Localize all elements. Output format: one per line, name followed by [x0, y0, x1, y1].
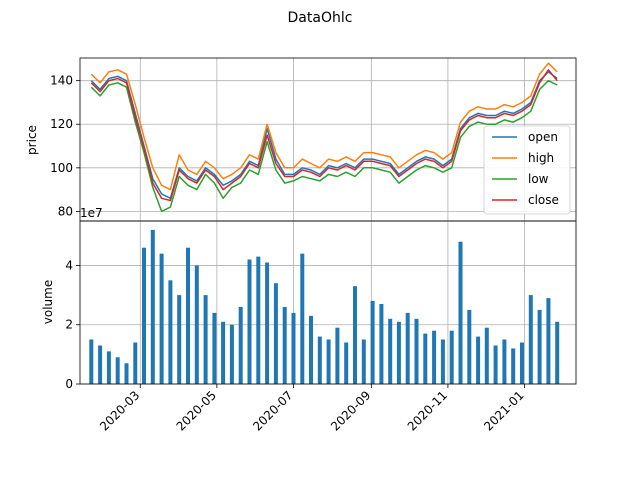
- volume-bar: [282, 306, 287, 384]
- volume-bar: [379, 304, 384, 384]
- volume-bar: [265, 262, 270, 384]
- volume-bar: [133, 342, 138, 384]
- volume-axes-frame: [79, 220, 577, 385]
- volume-bar: [115, 357, 120, 384]
- volume-bar: [353, 286, 357, 384]
- price-y-tick-label: 140: [50, 74, 73, 88]
- volume-bar: [317, 336, 322, 384]
- volume-bar: [449, 330, 454, 384]
- volume-y-tick-label: 4: [65, 258, 73, 272]
- volume-bar: [520, 342, 524, 384]
- volume-bar: [537, 309, 542, 384]
- price-y-tick-label: 120: [50, 117, 73, 131]
- volume-bar: [194, 265, 199, 384]
- volume-bar: [476, 336, 481, 384]
- volume-bar: [502, 339, 507, 384]
- volume-bar: [458, 241, 463, 384]
- series-line-high: [90, 62, 558, 191]
- legend-label-close: close: [528, 193, 559, 207]
- volume-bar: [273, 283, 278, 384]
- x-ticks: 2020-03 2020-05 2020-07 2020-09 2020-11 2021-…: [97, 384, 527, 434]
- chart-title: DataOhlc: [288, 10, 353, 26]
- legend: open high low close: [483, 125, 571, 215]
- volume-bar: [291, 312, 296, 384]
- volume-bar: [405, 312, 410, 384]
- volume-bar: [238, 306, 243, 384]
- volume-bar: [212, 312, 217, 384]
- series-line-close: [90, 69, 558, 202]
- x-tick-label: 2020-05: [174, 388, 219, 433]
- volume-bar: [440, 339, 445, 384]
- volume-y-tick-label: 0: [65, 377, 73, 391]
- price-series-lines: [90, 62, 558, 213]
- volume-y-ticks: 0 2 4: [65, 258, 80, 391]
- volume-bar: [432, 330, 437, 384]
- x-tick-label: 2020-11: [405, 388, 450, 433]
- volume-bar: [309, 315, 313, 384]
- volume-bar: [150, 229, 155, 384]
- volume-bar: [106, 351, 111, 384]
- volume-bar: [89, 339, 94, 384]
- x-tick-label: 2020-09: [328, 388, 373, 433]
- price-ylabel: price: [25, 125, 39, 155]
- volume-bar: [344, 342, 349, 384]
- volume-bar: [203, 295, 208, 384]
- volume-bar: [361, 339, 366, 384]
- volume-bar: [388, 318, 393, 384]
- x-tick-label: 2020-07: [250, 388, 295, 433]
- volume-bar: [229, 324, 234, 384]
- volume-bar: [555, 321, 560, 384]
- volume-bar: [256, 256, 261, 384]
- volume-bar: [511, 348, 516, 384]
- series-line-open: [90, 71, 558, 200]
- volume-bar: [414, 318, 419, 384]
- volume-bar: [159, 253, 164, 384]
- volume-bar: [326, 339, 331, 384]
- x-tick-label: 2021-01: [481, 388, 526, 433]
- x-tick-label: 2020-03: [97, 388, 142, 433]
- volume-scale-label: 1e7: [80, 206, 103, 220]
- volume-bar: [528, 295, 533, 384]
- series-line-low: [90, 79, 558, 213]
- price-y-tick-label: 100: [50, 161, 73, 175]
- legend-label-high: high: [528, 151, 554, 165]
- volume-bar: [493, 345, 498, 384]
- volume-bar: [423, 333, 428, 384]
- legend-box: [483, 125, 571, 215]
- volume-bar: [168, 280, 173, 384]
- price-y-tick-label: 80: [58, 204, 73, 218]
- volume-ylabel: volume: [41, 280, 55, 324]
- volume-bar: [221, 321, 226, 384]
- volume-bar: [186, 247, 190, 384]
- volume-bar: [177, 295, 182, 384]
- volume-bar: [300, 253, 305, 384]
- price-y-ticks: 80 100 120 140: [50, 74, 80, 218]
- volume-bar: [98, 345, 103, 384]
- volume-y-tick-label: 2: [65, 318, 73, 332]
- volume-bar: [370, 301, 375, 384]
- volume-bar: [396, 321, 401, 384]
- volume-bar: [335, 327, 340, 384]
- volume-bar: [467, 309, 472, 384]
- volume-bar: [142, 247, 146, 384]
- volume-bar: [484, 327, 489, 384]
- legend-label-open: open: [528, 130, 558, 144]
- volume-bar: [124, 363, 129, 384]
- volume-bar: [247, 259, 252, 384]
- legend-label-low: low: [528, 172, 549, 186]
- volume-bar: [546, 298, 551, 384]
- volume-bars: [89, 229, 560, 384]
